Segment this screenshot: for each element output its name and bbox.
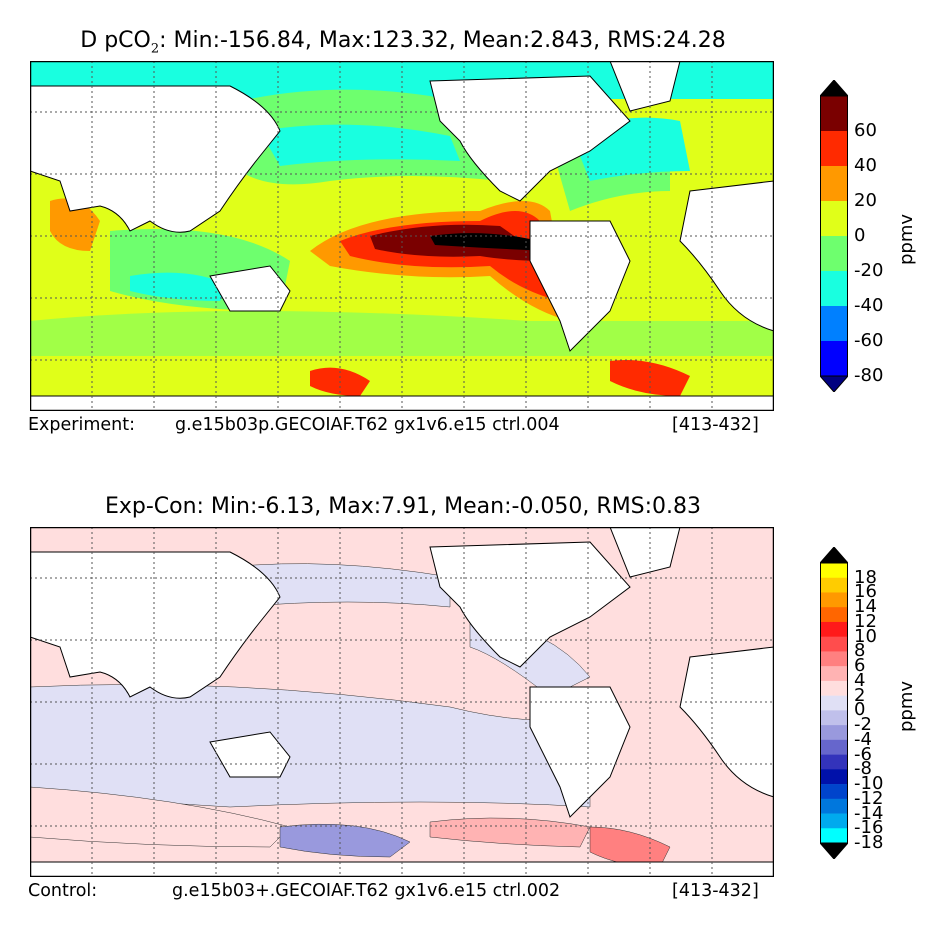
- top-land-north-america: [429, 75, 631, 202]
- bottom-colorbar-segment: [820, 680, 848, 696]
- top-colorbar-tick-label: 40: [854, 155, 877, 176]
- bottom-colorbar-segment: [820, 651, 848, 667]
- top-land-greenland: [609, 61, 681, 112]
- bottom-colorbar-tick-label: -8: [854, 758, 872, 780]
- bottom-caption-years: [413-432]: [672, 881, 759, 901]
- top-colorbar-tick-label: -20: [854, 260, 884, 281]
- top-colorbar-unit: ppmv: [896, 213, 917, 265]
- bottom-colorbar-tick-label: 12: [854, 610, 877, 632]
- bottom-colorbar-tick-label: 2: [854, 684, 866, 706]
- top-colorbar-tick-label: 60: [854, 120, 877, 141]
- top-colorbar-frame: [820, 95, 848, 377]
- bottom-colorbar-tick-label: 16: [854, 581, 877, 603]
- top-eq-black: [430, 233, 550, 251]
- bottom-colorbar-tick-label: 18: [854, 566, 877, 588]
- bottom-map-frame: [30, 527, 774, 877]
- bottom-colorbar-tick-label: -18: [854, 832, 884, 853]
- top-indian-orange: [50, 198, 100, 251]
- bottom-colorbar-segment: [820, 828, 848, 844]
- bottom-colorbar-tick-label: 6: [854, 655, 866, 677]
- top-colorbar-segment: [820, 96, 848, 132]
- bottom-blue-north-pacific: [229, 563, 451, 608]
- top-south-cyan: [130, 272, 230, 301]
- bottom-colorbar-segment: [820, 592, 848, 608]
- bottom-blue-southern-ocean: [279, 823, 411, 858]
- bottom-land-greenland: [609, 527, 681, 578]
- bottom-land-north-america: [429, 541, 631, 668]
- top-colorbar: [820, 80, 848, 392]
- bottom-colorbar-tick-label: -16: [854, 817, 884, 839]
- top-map: [30, 61, 774, 411]
- bottom-map: [30, 527, 774, 877]
- top-land-south-america: [529, 220, 631, 352]
- top-colorbar-segment: [820, 201, 848, 237]
- top-land-africa: [679, 180, 774, 332]
- bottom-colorbar-segment: [820, 621, 848, 637]
- bottom-colorbar-segment: [820, 607, 848, 623]
- top-graticule: [30, 61, 774, 411]
- top-colorbar-tick-label: -80: [854, 365, 884, 386]
- top-map-frame: [30, 61, 774, 411]
- bottom-colorbar-segment: [820, 666, 848, 682]
- bottom-colorbar-frame: [820, 562, 848, 844]
- bottom-red-southern-ocean: [429, 817, 591, 848]
- top-map-title: D pCO2: Min:-156.84, Max:123.32, Mean:2.…: [80, 28, 726, 57]
- bottom-colorbar-tick-label: -2: [854, 714, 872, 736]
- bottom-colorbar-segment: [820, 563, 848, 579]
- top-colorbar-tick-label: 0: [854, 225, 866, 246]
- bottom-colorbar-tick-label: -4: [854, 728, 872, 750]
- bottom-colorbar-segment: [820, 725, 848, 741]
- bottom-colorbar-segment: [820, 813, 848, 829]
- top-colorbar-segment: [820, 271, 848, 307]
- bottom-colorbar-segment: [820, 710, 848, 726]
- bottom-colorbar-unit: ppmv: [896, 680, 917, 732]
- top-colorbar-tick-label: -40: [854, 295, 884, 316]
- bottom-caption-label: Control:: [28, 881, 98, 901]
- bottom-graticule: [30, 527, 774, 877]
- bottom-land-south-america: [529, 686, 631, 818]
- top-colorbar-segment: [820, 306, 848, 342]
- top-colorbar-segment: [820, 236, 848, 272]
- top-north-pacific-cyan: [260, 124, 460, 166]
- bottom-colorbar-segment: [820, 769, 848, 785]
- bottom-caption-case: g.e15b03+.GECOIAF.T62 gx1v6.e15 ctrl.002: [172, 881, 561, 901]
- bottom-colorbar-tick-label: 14: [854, 596, 877, 618]
- bottom-colorbar: [820, 547, 848, 859]
- top-caption-label: Experiment:: [28, 415, 136, 435]
- bottom-colorbar-tick-label: 4: [854, 669, 866, 691]
- top-colorbar-segment: [820, 166, 848, 202]
- bottom-colorbar-tick-label: 10: [854, 625, 877, 647]
- bottom-colorbar-tick-label: 0: [854, 699, 866, 721]
- top-colorbar-arrow-min: [820, 375, 848, 392]
- bottom-colorbar-tick-label: -12: [854, 787, 884, 809]
- top-caption-case: g.e15b03p.GECOIAF.T62 gx1v6.e15 ctrl.004: [175, 415, 560, 435]
- top-land-australia: [209, 265, 291, 312]
- bottom-land-africa: [679, 646, 774, 798]
- bottom-colorbar-arrow-max: [820, 547, 848, 564]
- top-colorbar-arrow-max: [820, 80, 848, 97]
- bottom-land-antarctica: [30, 861, 774, 877]
- bottom-colorbar-segment: [820, 636, 848, 652]
- bottom-colorbar-segment: [820, 784, 848, 800]
- top-colorbar-segment: [820, 131, 848, 167]
- bottom-colorbar-tick-label: -14: [854, 802, 884, 824]
- top-caption-years: [413-432]: [672, 415, 759, 435]
- bottom-colorbar-segment: [820, 577, 848, 593]
- bottom-colorbar-arrow-min: [820, 842, 848, 859]
- bottom-colorbar-segment: [820, 798, 848, 814]
- bottom-colorbar-segment: [820, 754, 848, 770]
- bottom-colorbar-tick-label: -6: [854, 743, 872, 765]
- top-colorbar-tick-label: -60: [854, 330, 884, 351]
- bottom-colorbar-segment: [820, 695, 848, 711]
- top-land-antarctica: [30, 395, 774, 411]
- bottom-land-australia: [209, 731, 291, 778]
- top-colorbar-tick-label: 20: [854, 190, 877, 211]
- top-colorbar-segment: [820, 341, 848, 377]
- bottom-colorbar-tick-label: 8: [854, 640, 866, 662]
- bottom-colorbar-segment: [820, 739, 848, 755]
- bottom-colorbar-tick-label: -10: [854, 773, 884, 795]
- bottom-map-title: Exp-Con: Min:-6.13, Max:7.91, Mean:-0.05…: [104, 494, 702, 519]
